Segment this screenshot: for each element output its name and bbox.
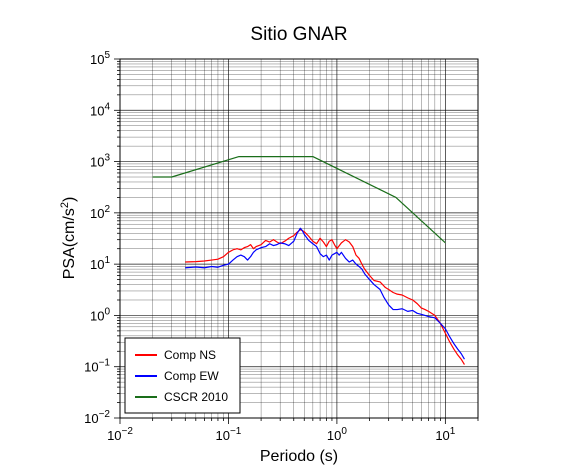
legend-label: Comp EW [164,369,219,383]
y-axis-label-sup: 2 [59,202,71,208]
y-tick-label: 10−2 [84,409,110,426]
y-axis-label-base: PSA(cm/s [61,208,78,279]
y-tick-label: 10−1 [84,358,110,375]
series-line-comp-ew [185,227,465,360]
plot-frame [119,58,479,419]
y-tick-label: 105 [90,50,110,67]
series-line-cscr-2010 [152,156,446,244]
axis-ticks [114,58,479,424]
x-tick-label: 100 [327,426,347,443]
y-axis-label-end: ) [61,197,78,202]
x-tick-label: 10−1 [216,426,242,443]
y-tick-label: 100 [90,306,110,323]
y-tick-label: 101 [90,255,110,272]
x-axis-label: Periodo (s) [260,448,338,465]
y-tick-label: 104 [90,101,110,118]
y-tick-label: 103 [90,153,110,170]
y-axis-label: PSA(cm/s2) [59,197,78,280]
legend-label: Comp NS [164,348,216,362]
y-tick-label: 102 [90,204,110,221]
tick-labels: 10−2 10−1 100 101 10−2 10−1 100 101 102 103 104 105 [84,50,456,443]
x-tick-label: 10−2 [107,426,133,443]
legend: Comp NS Comp EW CSCR 2010 [124,337,241,414]
x-tick-label: 101 [435,426,455,443]
grid [119,58,479,419]
legend-label: CSCR 2010 [164,390,228,404]
chart-title: Sitio GNAR [250,24,347,45]
data-curves [152,156,465,365]
series-line-comp-ns [185,229,465,365]
